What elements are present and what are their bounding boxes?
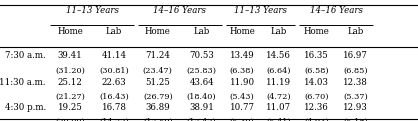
Text: (14.72): (14.72) bbox=[99, 118, 129, 121]
Text: 11.07: 11.07 bbox=[266, 103, 291, 112]
Text: (6.85): (6.85) bbox=[343, 66, 368, 74]
Text: 11:30 a.m.: 11:30 a.m. bbox=[0, 78, 46, 87]
Text: 38.91: 38.91 bbox=[189, 103, 214, 112]
Text: Home: Home bbox=[229, 27, 255, 36]
Text: (5.43): (5.43) bbox=[229, 93, 255, 101]
Text: 10.77: 10.77 bbox=[229, 103, 255, 112]
Text: (18.40): (18.40) bbox=[187, 93, 217, 101]
Text: Lab: Lab bbox=[194, 27, 210, 36]
Text: 4:30 p.m.: 4:30 p.m. bbox=[5, 103, 46, 112]
Text: 14.56: 14.56 bbox=[266, 52, 291, 60]
Text: (17.59): (17.59) bbox=[143, 118, 173, 121]
Text: Lab: Lab bbox=[271, 27, 287, 36]
Text: 16.97: 16.97 bbox=[343, 52, 368, 60]
Text: 70.53: 70.53 bbox=[189, 52, 214, 60]
Text: 11.90: 11.90 bbox=[229, 78, 255, 87]
Text: 19.25: 19.25 bbox=[58, 103, 82, 112]
Text: 12.38: 12.38 bbox=[343, 78, 368, 87]
Text: 41.14: 41.14 bbox=[102, 52, 126, 60]
Text: 14.03: 14.03 bbox=[304, 78, 329, 87]
Text: (6.64): (6.64) bbox=[267, 66, 291, 74]
Text: (17.42): (17.42) bbox=[187, 118, 217, 121]
Text: (6.38): (6.38) bbox=[230, 66, 254, 74]
Text: (5.18): (5.18) bbox=[343, 118, 368, 121]
Text: Home: Home bbox=[304, 27, 329, 36]
Text: 12.36: 12.36 bbox=[304, 103, 329, 112]
Text: (20.00): (20.00) bbox=[55, 118, 85, 121]
Text: 22.63: 22.63 bbox=[102, 78, 126, 87]
Text: 12.93: 12.93 bbox=[343, 103, 368, 112]
Text: 14–16 Years: 14–16 Years bbox=[153, 6, 206, 15]
Text: 36.89: 36.89 bbox=[145, 103, 170, 112]
Text: Home: Home bbox=[145, 27, 171, 36]
Text: 11.19: 11.19 bbox=[266, 78, 291, 87]
Text: 16.78: 16.78 bbox=[102, 103, 126, 112]
Text: 71.24: 71.24 bbox=[145, 52, 170, 60]
Text: 16.35: 16.35 bbox=[304, 52, 329, 60]
Text: (21.27): (21.27) bbox=[55, 93, 85, 101]
Text: 51.25: 51.25 bbox=[145, 78, 170, 87]
Text: (4.93): (4.93) bbox=[304, 118, 329, 121]
Text: Lab: Lab bbox=[106, 27, 122, 36]
Text: 7:30 a.m.: 7:30 a.m. bbox=[5, 52, 46, 60]
Text: (6.70): (6.70) bbox=[304, 93, 329, 101]
Text: (5.41): (5.41) bbox=[267, 118, 291, 121]
Text: 25.12: 25.12 bbox=[58, 78, 82, 87]
Text: (30.81): (30.81) bbox=[99, 66, 129, 74]
Text: 14–16 Years: 14–16 Years bbox=[310, 6, 362, 15]
Text: (26.79): (26.79) bbox=[143, 93, 173, 101]
Text: 43.64: 43.64 bbox=[189, 78, 214, 87]
Text: 39.41: 39.41 bbox=[58, 52, 82, 60]
Text: 13.49: 13.49 bbox=[229, 52, 255, 60]
Text: (23.47): (23.47) bbox=[143, 66, 173, 74]
Text: (6.58): (6.58) bbox=[304, 66, 329, 74]
Text: 11–13 Years: 11–13 Years bbox=[234, 6, 287, 15]
Text: (16.43): (16.43) bbox=[99, 93, 129, 101]
Text: Lab: Lab bbox=[347, 27, 364, 36]
Text: (5.37): (5.37) bbox=[343, 93, 368, 101]
Text: (31.20): (31.20) bbox=[55, 66, 85, 74]
Text: Home: Home bbox=[57, 27, 83, 36]
Text: 11–13 Years: 11–13 Years bbox=[66, 6, 118, 15]
Text: (25.83): (25.83) bbox=[187, 66, 217, 74]
Text: (5.39): (5.39) bbox=[229, 118, 255, 121]
Text: (4.72): (4.72) bbox=[267, 93, 291, 101]
